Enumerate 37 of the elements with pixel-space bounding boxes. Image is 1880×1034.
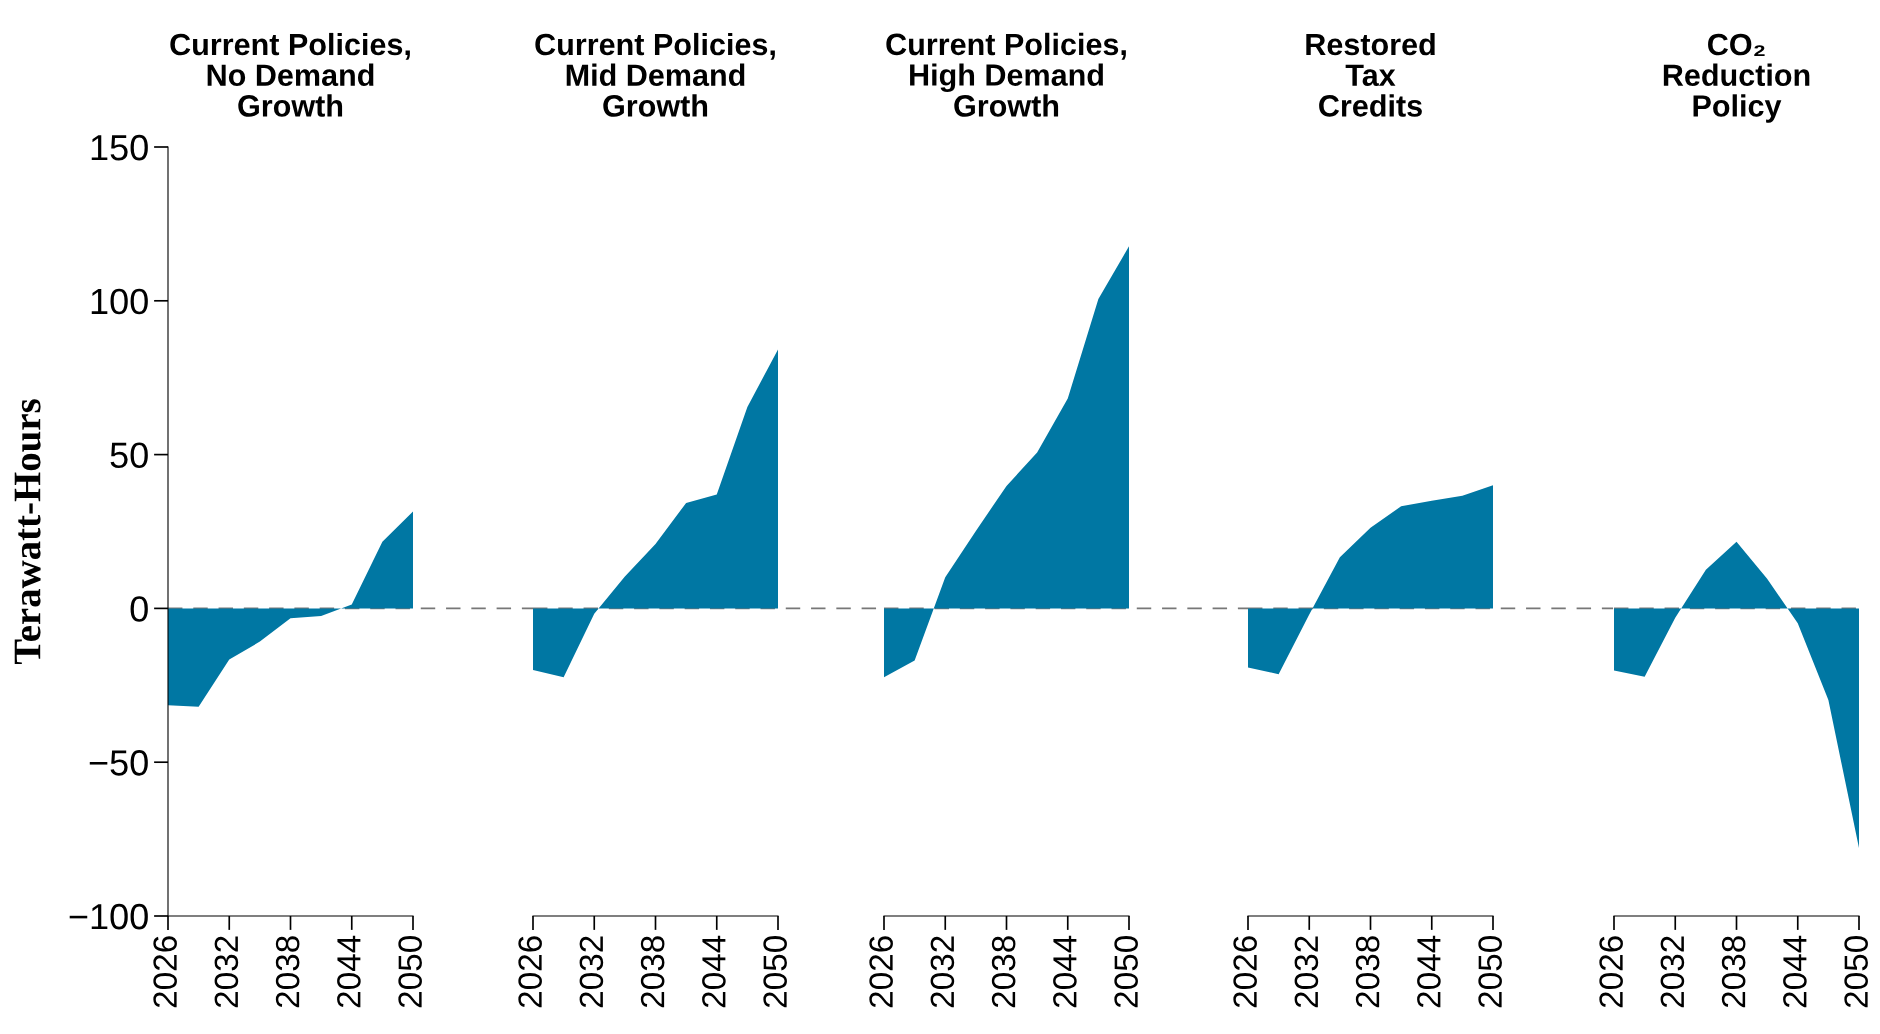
x-tick-label: 2044 (702, 935, 726, 1008)
x-tick-label: 2032 (1660, 936, 1685, 1008)
y-tick-label: 50 (110, 442, 148, 469)
x-tick-label: 2032 (1294, 936, 1319, 1008)
y-axis-title: Terawatt-Hours (14, 399, 41, 665)
x-tick-label: 2026 (1599, 936, 1623, 1008)
y-tick-label: −50 (89, 750, 148, 776)
x-tick-label: 2032 (579, 936, 604, 1008)
x-tick-label: 2050 (763, 936, 787, 1008)
x-tick-label: 2038 (275, 936, 300, 1008)
x-tick-label: 2038 (1355, 936, 1380, 1008)
x-tick-label: 2026 (153, 936, 177, 1008)
y-tick-label: 100 (91, 288, 148, 315)
x-tick-label: 2038 (991, 936, 1016, 1008)
x-tick-label: 2026 (518, 936, 542, 1008)
x-tick-label: 2050 (1478, 936, 1502, 1008)
x-tick-label: 2026 (1233, 936, 1257, 1008)
x-tick-label: 2044 (1417, 935, 1441, 1008)
x-tick-label: 2044 (1783, 935, 1807, 1008)
x-tick-label: 2050 (1114, 936, 1138, 1008)
x-tick-label: 2044 (1053, 935, 1077, 1008)
chart-title: Current Policies, High Demand Growth (886, 32, 1126, 117)
x-tick-label: 2038 (640, 936, 665, 1008)
y-tick-label: 150 (91, 134, 148, 161)
x-tick-label: 2050 (398, 936, 422, 1008)
x-tick-label: 2032 (214, 936, 239, 1008)
x-tick-label: 2044 (337, 935, 361, 1008)
chart-title: Restored Tax Credits (1306, 32, 1435, 117)
x-tick-label: 2038 (1721, 936, 1746, 1008)
x-tick-label: 2050 (1844, 936, 1868, 1008)
y-tick-label: 0 (130, 596, 148, 622)
chart-title: Current Policies, Mid Demand Growth (535, 32, 775, 117)
y-tick-label: −100 (69, 903, 148, 930)
x-tick-label: 2032 (930, 936, 955, 1008)
x-tick-label: 2026 (869, 936, 893, 1008)
chart-title: CO₂ Reduction Policy (1663, 33, 1810, 123)
chart-title: Current Policies, No Demand Growth (170, 32, 410, 117)
